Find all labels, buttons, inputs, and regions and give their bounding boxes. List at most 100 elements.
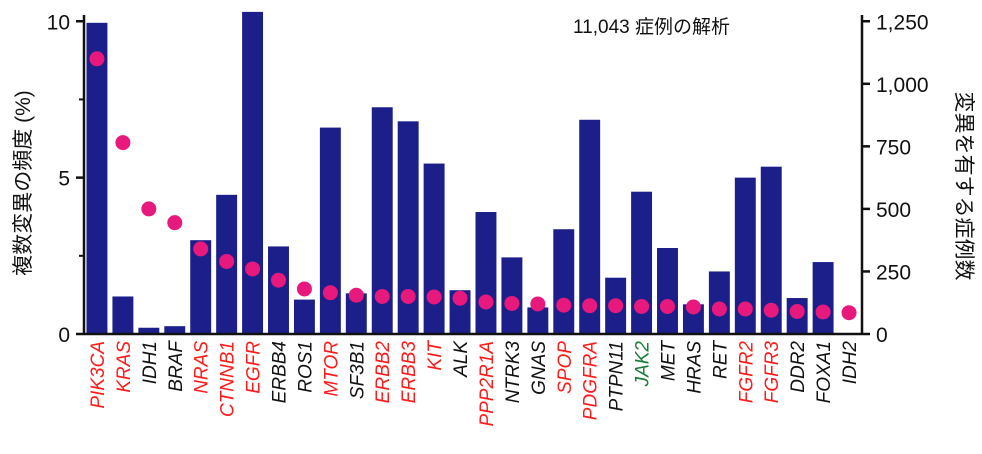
- dot-RET: [711, 301, 727, 317]
- x-tick-label-IDH2: IDH2: [840, 341, 861, 385]
- dot-CTNNB1: [219, 253, 235, 269]
- dot-FOXA1: [815, 304, 831, 320]
- x-tick-label-PTPN11: PTPN11: [607, 341, 628, 411]
- y2-tick-label: 1,250: [876, 11, 929, 34]
- x-tick-label-DDR2: DDR2: [788, 341, 809, 393]
- bar-SPOP: [553, 229, 575, 334]
- x-tick-label-SPOP: SPOP: [555, 341, 576, 394]
- bar-PIK3CA: [86, 22, 108, 334]
- x-tick-label-CTNNB1: CTNNB1: [218, 341, 239, 417]
- y2-tick-label: 1,000: [876, 74, 929, 97]
- y2-tick-label: 0: [876, 324, 888, 347]
- x-tick-label-IDH1: IDH1: [140, 341, 161, 384]
- y-tick-label: 0: [58, 324, 70, 347]
- dot-NRAS: [193, 241, 209, 257]
- dot-KIT: [426, 289, 442, 305]
- dot-IDH2: [841, 305, 857, 321]
- bar-ERBB3: [397, 121, 419, 334]
- y-tick-label: 5: [58, 168, 70, 191]
- dot-series: [89, 51, 857, 321]
- bar-IDH1: [138, 327, 160, 334]
- bar-KRAS: [112, 296, 134, 334]
- x-tick-label-GNAS: GNAS: [529, 341, 550, 395]
- dot-PPP2R1A: [478, 294, 494, 310]
- dot-BRAF: [167, 215, 183, 231]
- dot-GNAS: [530, 296, 546, 312]
- x-tick-label-PPP2R1A: PPP2R1A: [477, 341, 498, 427]
- dot-SPOP: [556, 297, 572, 313]
- y-axis-label: 複数変異の頻度 (%): [12, 90, 35, 276]
- x-tick-label-KRAS: KRAS: [114, 341, 135, 393]
- x-tick-label-EGFR: EGFR: [244, 341, 265, 394]
- bar-series: [86, 11, 834, 335]
- x-tick-label-NRAS: NRAS: [192, 341, 213, 394]
- dot-NTRK3: [504, 295, 520, 311]
- dot-SF3B1: [348, 287, 364, 303]
- bar-KIT: [423, 163, 445, 334]
- dot-ALK: [452, 290, 468, 306]
- dot-KRAS: [115, 135, 131, 151]
- x-tick-label-ROS1: ROS1: [295, 341, 316, 393]
- x-tick-label-ERBB3: ERBB3: [399, 341, 420, 404]
- chart-title: 11,043 症例の解析: [573, 16, 730, 38]
- dot-PDGFRA: [582, 298, 598, 314]
- dot-ERBB2: [374, 288, 390, 304]
- x-tick-label-NTRK3: NTRK3: [503, 341, 524, 404]
- bar-PDGFRA: [579, 119, 601, 334]
- x-tick-label-BRAF: BRAF: [166, 340, 187, 392]
- y-tick-label: 10: [47, 11, 70, 34]
- x-tick-labels: PIK3CA KRAS IDH1 BRAF NRAS CTNNB1 EGFR ERBB4 ROS…: [88, 340, 861, 427]
- bar-SF3B1: [345, 293, 367, 334]
- y2-tick-label: 750: [876, 136, 911, 159]
- dot-FGFR3: [763, 302, 779, 318]
- dot-ERBB4: [271, 272, 286, 288]
- x-tick-label-FGFR2: FGFR2: [736, 341, 757, 404]
- dot-PTPN11: [608, 298, 624, 314]
- x-tick-label-HRAS: HRAS: [684, 341, 705, 394]
- x-tick-label-FOXA1: FOXA1: [814, 341, 835, 403]
- dot-HRAS: [685, 299, 701, 315]
- x-tick-label-KIT: KIT: [425, 340, 446, 371]
- bar-GNAS: [527, 307, 549, 334]
- x-tick-label-PDGFRA: PDGFRA: [581, 341, 602, 420]
- bar-FGFR3: [760, 166, 782, 334]
- bar-EGFR: [242, 11, 264, 334]
- x-tick-label-MET: MET: [659, 340, 680, 382]
- x-tick-label-ALK: ALK: [451, 340, 472, 378]
- bar-FOXA1: [812, 262, 834, 334]
- x-tick-label-ERBB4: ERBB4: [270, 341, 291, 403]
- dot-JAK2: [634, 298, 650, 314]
- bar-MET: [657, 247, 678, 334]
- y2-tick-label: 250: [876, 261, 911, 284]
- dot-IDH1: [141, 201, 157, 217]
- bar-NTRK3: [501, 257, 523, 334]
- y2-tick-label: 500: [876, 199, 911, 222]
- dot-ROS1: [296, 281, 312, 297]
- dot-DDR2: [789, 303, 805, 319]
- dot-MET: [660, 298, 675, 314]
- x-tick-label-PIK3CA: PIK3CA: [88, 341, 109, 409]
- dot-ERBB3: [400, 288, 416, 304]
- bar-MTOR: [319, 127, 341, 335]
- bar-FGFR2: [734, 177, 756, 334]
- bar-ERBB4: [268, 246, 289, 334]
- dot-FGFR2: [737, 301, 753, 317]
- x-tick-label-MTOR: MTOR: [321, 341, 342, 397]
- bar-NRAS: [190, 240, 212, 334]
- x-tick-label-JAK2: JAK2: [633, 341, 654, 388]
- x-tick-label-ERBB2: ERBB2: [373, 341, 394, 404]
- bar-PPP2R1A: [475, 212, 497, 334]
- y2-axis-label: 変異を有する症例数: [952, 92, 975, 281]
- bar-JAK2: [631, 191, 653, 334]
- bar-BRAF: [164, 326, 186, 334]
- dot-EGFR: [245, 261, 261, 277]
- dot-PIK3CA: [89, 51, 105, 67]
- bar-ROS1: [293, 299, 315, 334]
- dot-MTOR: [322, 285, 338, 301]
- axes: 0 5 10 0 250 500 750 1,000 1,250: [47, 11, 929, 347]
- x-tick-label-RET: RET: [710, 340, 731, 379]
- bar-ERBB2: [371, 107, 393, 335]
- x-tick-label-FGFR3: FGFR3: [762, 341, 783, 404]
- x-tick-label-SF3B1: SF3B1: [347, 341, 368, 399]
